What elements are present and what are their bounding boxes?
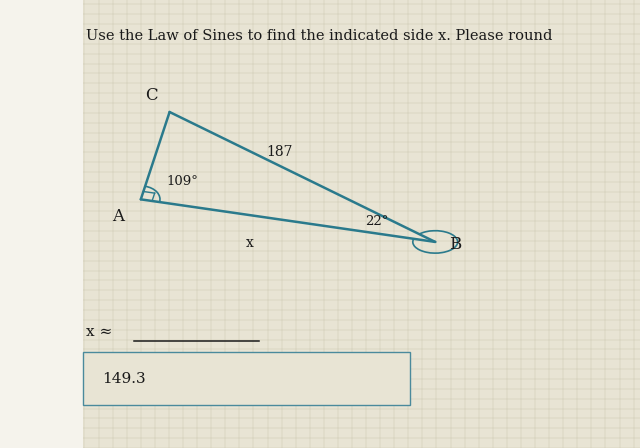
- Text: B: B: [449, 236, 461, 253]
- Bar: [0, 0, 83, 448]
- FancyBboxPatch shape: [83, 352, 410, 405]
- Text: 187: 187: [267, 145, 293, 159]
- Text: 22°: 22°: [365, 215, 388, 228]
- Text: x ≈: x ≈: [86, 324, 113, 339]
- Text: 149.3: 149.3: [102, 371, 146, 386]
- Text: C: C: [145, 87, 158, 104]
- Text: x: x: [246, 237, 253, 250]
- Text: 109°: 109°: [166, 175, 198, 188]
- Text: A: A: [113, 208, 124, 225]
- Text: Use the Law of Sines to find the indicated side x. Please round: Use the Law of Sines to find the indicat…: [86, 29, 553, 43]
